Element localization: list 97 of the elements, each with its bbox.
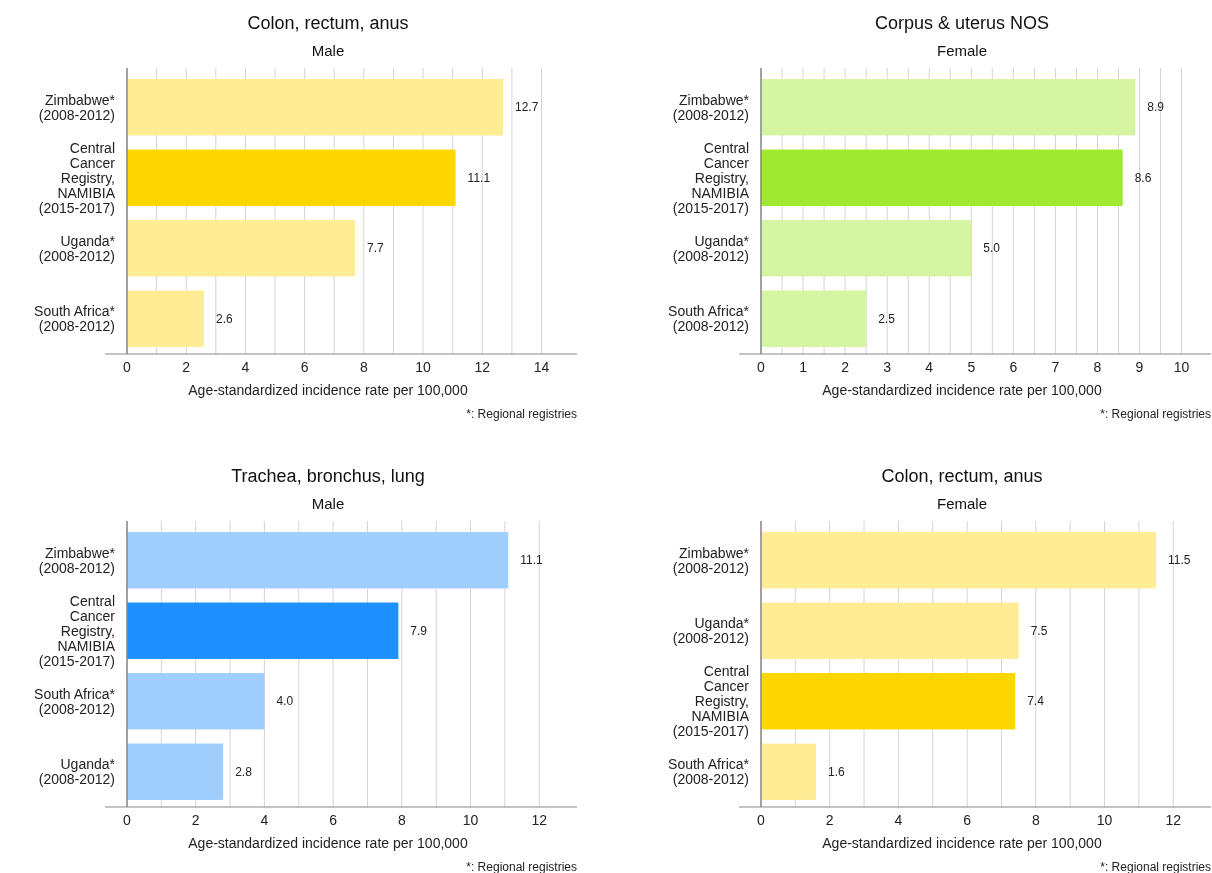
x-tick-label: 4 bbox=[241, 359, 250, 375]
x-tick-label: 12 bbox=[531, 812, 548, 828]
data-label: 12.7 bbox=[514, 100, 539, 115]
bar bbox=[761, 602, 1019, 659]
x-tick-label: 9 bbox=[1135, 359, 1144, 375]
x-tick-label: 2 bbox=[182, 359, 191, 375]
y-tick-label: Zimbabwe* (2008-2012) bbox=[38, 544, 116, 576]
data-label: 2.5 bbox=[878, 311, 896, 326]
data-label: 1.6 bbox=[827, 764, 845, 779]
y-tick-label: South Africa* (2008-2012) bbox=[668, 756, 750, 788]
x-tick-label: 3 bbox=[883, 359, 892, 375]
chart-subtitle: Female bbox=[936, 42, 988, 59]
x-tick-label: 1 bbox=[799, 359, 808, 375]
x-tick-label: 10 bbox=[462, 812, 479, 828]
bar bbox=[127, 220, 355, 277]
x-tick-label: 10 bbox=[1096, 812, 1113, 828]
bar bbox=[127, 149, 456, 206]
x-tick-label: 12 bbox=[474, 359, 491, 375]
y-tick-label: Uganda* (2008-2012) bbox=[672, 615, 750, 647]
x-axis-title: Age-standardized incidence rate per 100,000 bbox=[188, 835, 468, 851]
bar bbox=[127, 673, 265, 730]
bar bbox=[127, 532, 509, 589]
data-label: 2.8 bbox=[235, 764, 253, 779]
x-tick-label: 6 bbox=[963, 812, 972, 828]
y-tick-label: South Africa* (2008-2012) bbox=[668, 303, 750, 335]
text: *: Regional registries bbox=[466, 407, 577, 421]
bar bbox=[761, 743, 816, 800]
bar bbox=[127, 743, 224, 800]
data-label: 11.1 bbox=[467, 170, 491, 185]
x-tick-label: 7 bbox=[1051, 359, 1060, 375]
bar bbox=[761, 290, 867, 347]
bar bbox=[761, 149, 1123, 206]
y-tick-label: Uganda* (2008-2012) bbox=[38, 756, 116, 788]
bar bbox=[127, 290, 204, 347]
x-axis-title: Age-standardized incidence rate per 100,000 bbox=[188, 382, 468, 398]
y-tick-label: Uganda* (2008-2012) bbox=[672, 232, 750, 264]
x-tick-label: 12 bbox=[1165, 812, 1182, 828]
data-label: 4.0 bbox=[276, 694, 294, 709]
data-label: 2.6 bbox=[215, 311, 233, 326]
x-axis-title: Age-standardized incidence rate per 100,000 bbox=[822, 382, 1102, 398]
bar bbox=[127, 602, 399, 659]
x-tick-label: 0 bbox=[757, 812, 766, 828]
y-tick-label: South Africa* (2008-2012) bbox=[34, 303, 116, 335]
data-label: 7.5 bbox=[1030, 623, 1048, 638]
x-tick-label: 8 bbox=[359, 359, 368, 375]
y-tick-label: Central Cancer Registry, NAMIBIA (2015-2017) bbox=[38, 139, 116, 216]
bar bbox=[761, 79, 1136, 136]
chart-subtitle: Male bbox=[311, 495, 345, 512]
chart-title: Trachea, bronchus, lung bbox=[231, 466, 425, 486]
y-tick-label: Zimbabwe* (2008-2012) bbox=[38, 91, 116, 123]
data-label: 7.9 bbox=[410, 623, 428, 638]
data-label: 7.4 bbox=[1027, 694, 1045, 709]
x-tick-label: 2 bbox=[191, 812, 200, 828]
x-tick-label: 2 bbox=[825, 812, 834, 828]
x-tick-label: 0 bbox=[123, 812, 132, 828]
chart-title: Corpus & uterus NOS bbox=[874, 13, 1050, 33]
y-tick-label: Central Cancer Registry, NAMIBIA (2015-2017) bbox=[672, 663, 750, 740]
text: *: Regional registries bbox=[1100, 860, 1211, 873]
y-tick-label: Uganda* (2008-2012) bbox=[38, 232, 116, 264]
x-tick-label: 6 bbox=[329, 812, 338, 828]
x-tick-label: 8 bbox=[1031, 812, 1040, 828]
chart-subtitle: Female bbox=[936, 495, 988, 512]
data-label: 11.1 bbox=[520, 553, 544, 568]
chart-subtitle: Male bbox=[311, 42, 345, 59]
data-label: 8.9 bbox=[1147, 100, 1165, 115]
data-label: 5.0 bbox=[983, 241, 1001, 256]
x-tick-label: 10 bbox=[1173, 359, 1190, 375]
x-tick-label: 4 bbox=[260, 812, 269, 828]
x-tick-label: 14 bbox=[533, 359, 550, 375]
y-tick-label: Zimbabwe* (2008-2012) bbox=[672, 544, 750, 576]
y-tick-label: Central Cancer Registry, NAMIBIA (2015-2017) bbox=[38, 592, 116, 669]
x-tick-label: 2 bbox=[841, 359, 850, 375]
data-label: 7.7 bbox=[366, 241, 384, 256]
x-tick-label: 4 bbox=[925, 359, 934, 375]
x-tick-label: 5 bbox=[967, 359, 976, 375]
chart-title: Colon, rectum, anus bbox=[247, 13, 409, 33]
text: *: Regional registries bbox=[466, 860, 577, 873]
x-tick-label: 4 bbox=[894, 812, 903, 828]
x-tick-label: 8 bbox=[397, 812, 406, 828]
data-label: 11.5 bbox=[1168, 553, 1191, 568]
bar bbox=[761, 220, 972, 277]
bar bbox=[761, 532, 1157, 589]
y-tick-label: South Africa* (2008-2012) bbox=[34, 685, 116, 717]
x-axis-title: Age-standardized incidence rate per 100,000 bbox=[822, 835, 1102, 851]
bar bbox=[127, 79, 503, 136]
x-tick-label: 10 bbox=[415, 359, 432, 375]
y-tick-label: Central Cancer Registry, NAMIBIA (2015-2017) bbox=[672, 139, 750, 216]
x-tick-label: 0 bbox=[757, 359, 766, 375]
chart-title: Colon, rectum, anus bbox=[881, 466, 1043, 486]
bar bbox=[761, 673, 1016, 730]
text: *: Regional registries bbox=[1100, 407, 1211, 421]
x-tick-label: 0 bbox=[123, 359, 132, 375]
y-tick-label: Zimbabwe* (2008-2012) bbox=[672, 91, 750, 123]
x-tick-label: 6 bbox=[300, 359, 309, 375]
x-tick-label: 8 bbox=[1093, 359, 1102, 375]
x-tick-label: 6 bbox=[1009, 359, 1018, 375]
data-label: 8.6 bbox=[1134, 170, 1152, 185]
